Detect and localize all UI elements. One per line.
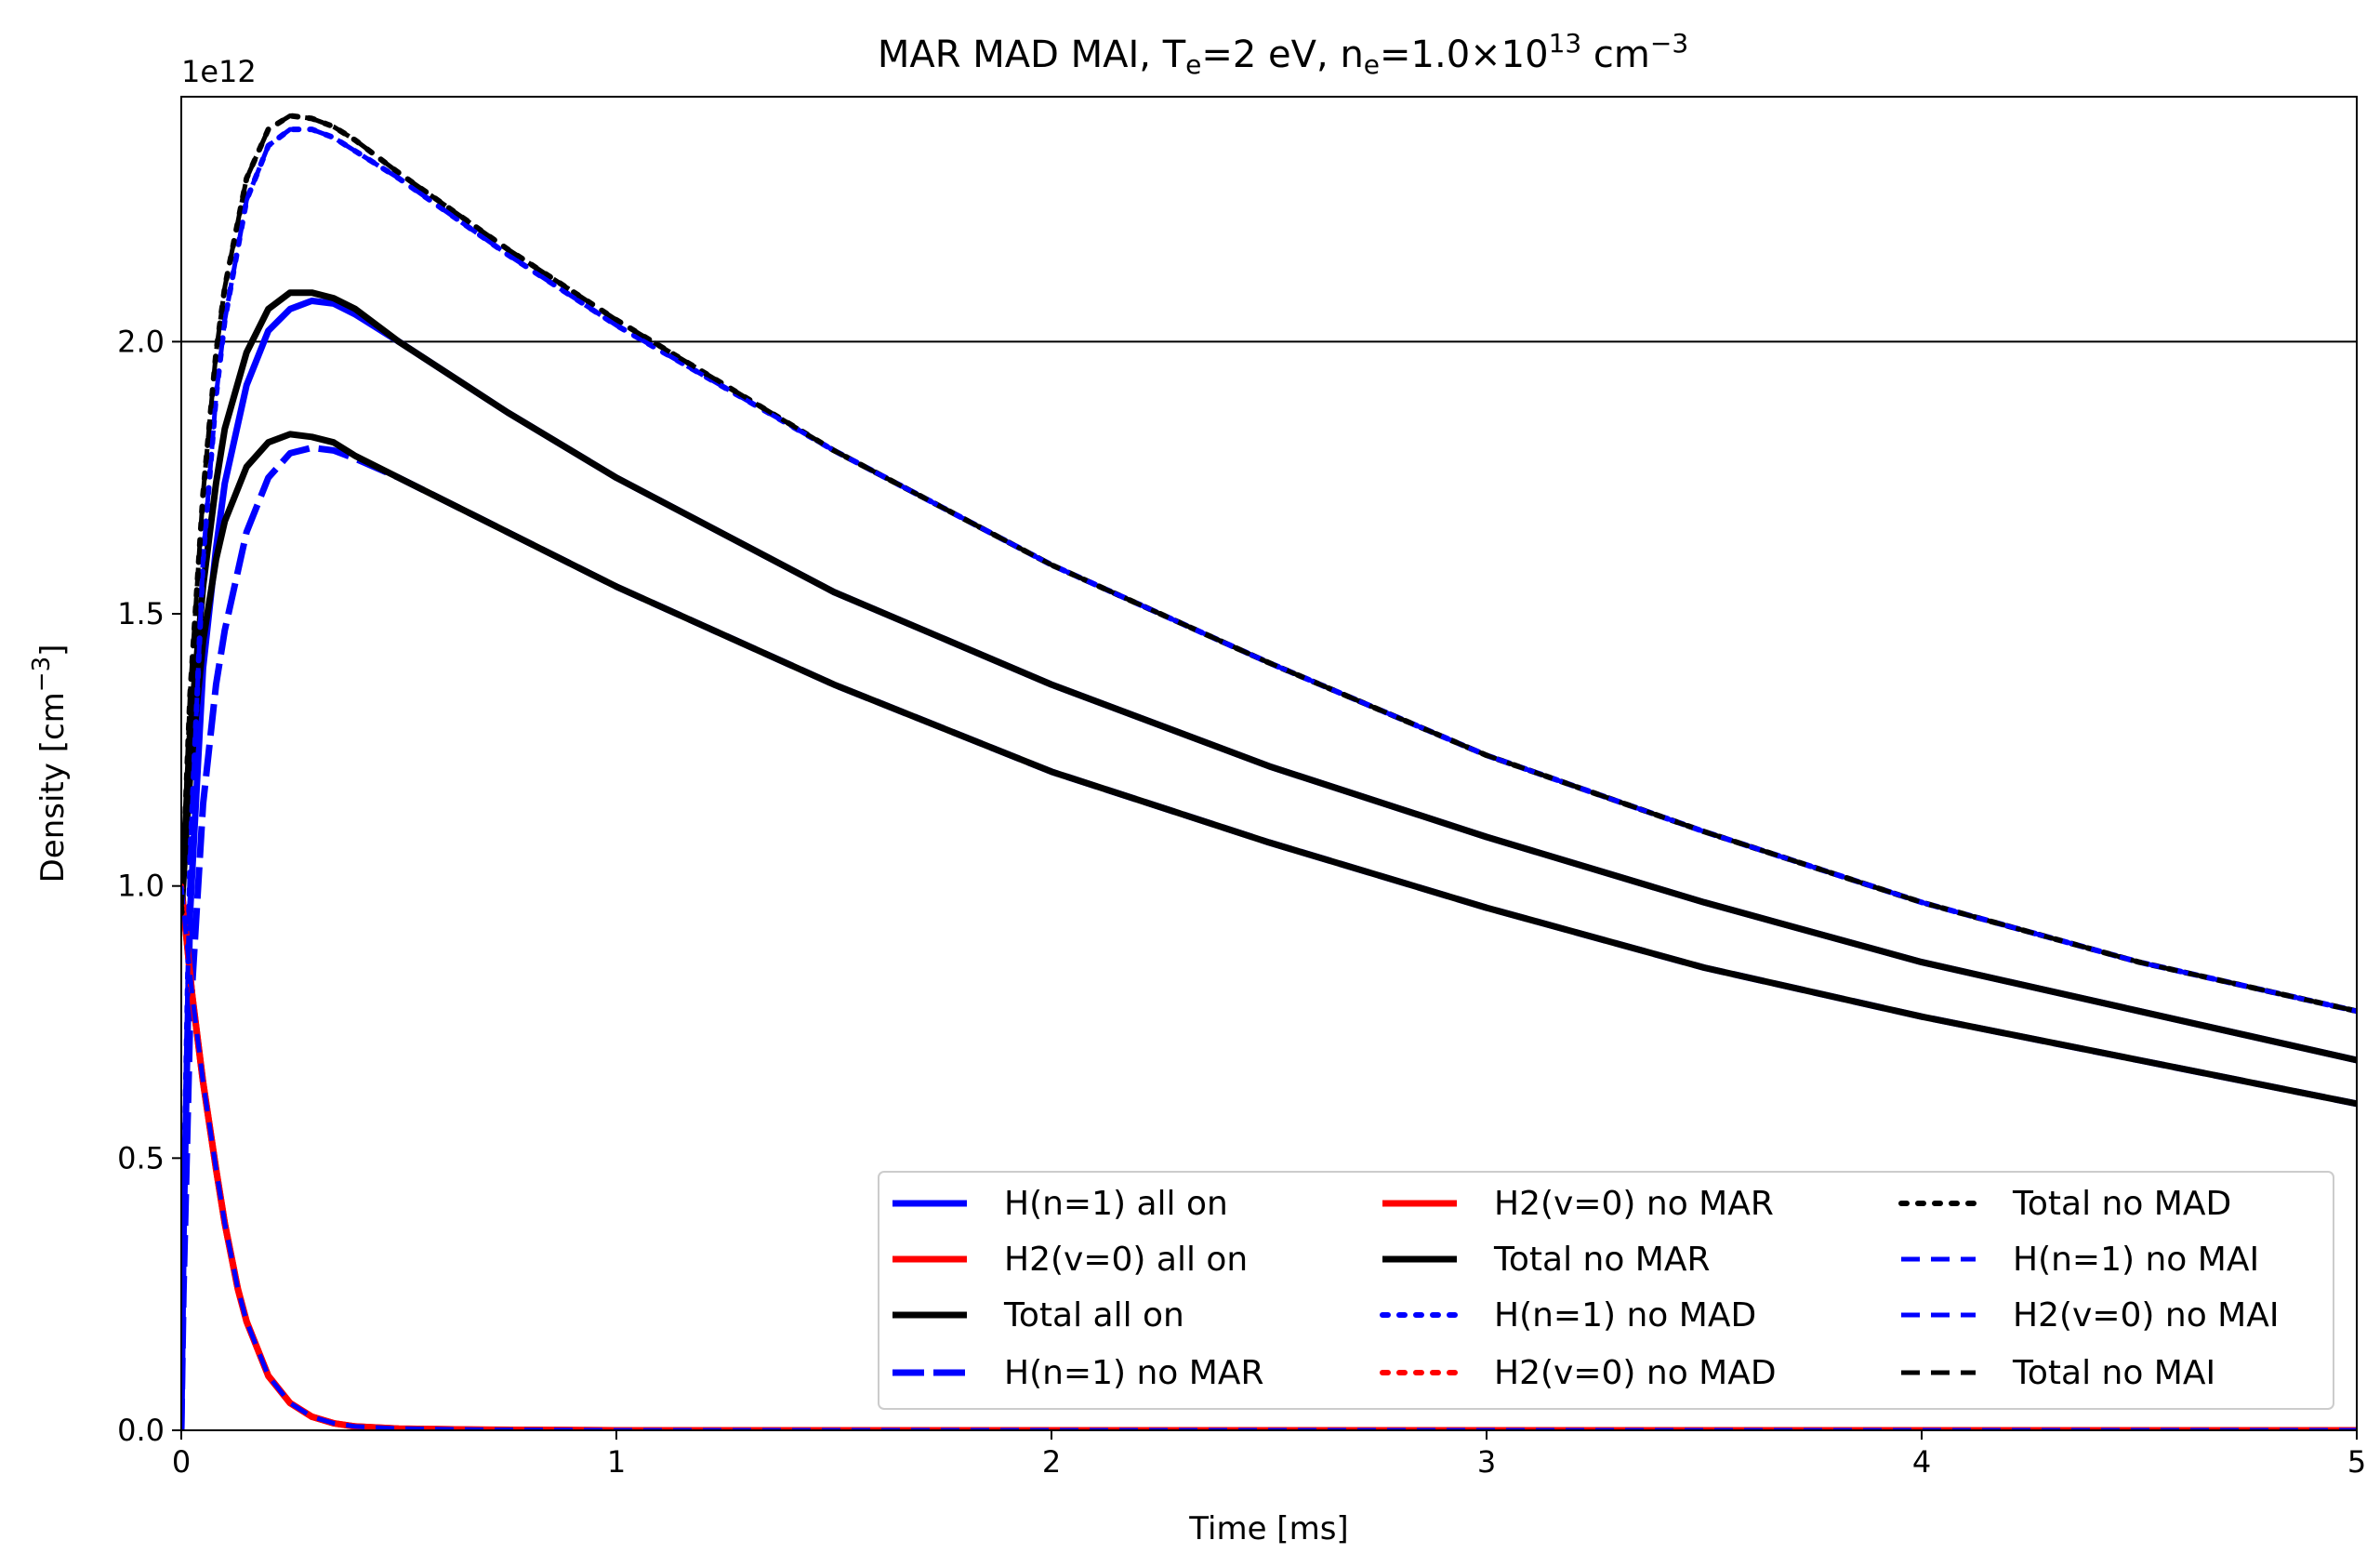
series-line-5: [181, 431, 2357, 1108]
y-tick-label: 2.0: [117, 324, 165, 359]
series-line-9: [181, 126, 2357, 1430]
y-offset-label: 1e12: [181, 54, 257, 89]
x-axis-ticks: 0 1 2 3 4 5: [172, 1430, 2366, 1480]
y-axis-label: Density [cm−3]: [28, 644, 72, 883]
y-tick-label: 0.0: [117, 1413, 165, 1448]
legend-label: H2(v=0) all on: [1004, 1241, 1248, 1279]
y-tick-label: 1.5: [117, 596, 165, 631]
legend-label: Total no MAR: [1493, 1241, 1711, 1279]
series-line-10: [181, 885, 2357, 1430]
plot-frame: [180, 96, 2358, 1431]
legend-label: H(n=1) no MAD: [1494, 1296, 1756, 1335]
legend-label: H(n=1) no MAR: [1004, 1354, 1263, 1392]
legend-box: [878, 1171, 2334, 1410]
y-tick-label: 1.0: [117, 869, 165, 904]
legend-label: H2(v=0) no MAR: [1494, 1185, 1774, 1223]
y-axis-ticks: 0.0 0.5 1.0 1.5 2.0: [117, 324, 181, 1448]
legend-label: H2(v=0) no MAD: [1494, 1354, 1777, 1392]
legend-label: Total all on: [1003, 1296, 1184, 1335]
legend: H(n=1) all on H2(v=0) all on Total all on H…: [878, 1171, 2334, 1410]
series-line-2: [181, 289, 2357, 1064]
x-tick-label: 3: [1477, 1444, 1496, 1480]
legend-label: H2(v=0) no MAI: [2013, 1296, 2279, 1335]
x-axis-label: Time [ms]: [1188, 1510, 1348, 1547]
series-layer: [181, 113, 2357, 1430]
legend-label: H(n=1) no MAI: [2013, 1241, 2259, 1279]
x-tick-label: 5: [2347, 1444, 2366, 1480]
x-tick-label: 2: [1042, 1444, 1061, 1480]
legend-label: Total no MAD: [2012, 1185, 2231, 1223]
x-tick-label: 4: [1912, 1444, 1931, 1480]
legend-label: H(n=1) all on: [1004, 1185, 1228, 1223]
series-line-11: [181, 113, 2357, 1014]
chart-title: MAR MAD MAI, Te=2 eV, ne=1.0×1013 cm−3: [878, 28, 1688, 81]
x-tick-label: 0: [172, 1444, 191, 1480]
y-tick-label: 0.5: [117, 1140, 165, 1175]
x-tick-label: 1: [607, 1444, 626, 1480]
legend-label: Total no MAI: [2012, 1354, 2215, 1392]
